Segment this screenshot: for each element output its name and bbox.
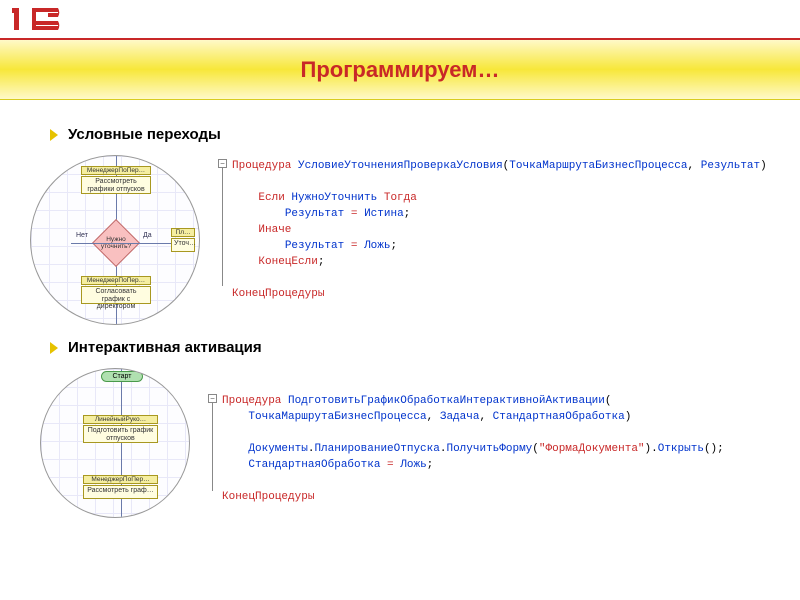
code-block-conditional: − Процедура УсловиеУточненияПроверкаУсло… <box>220 155 767 302</box>
fold-icon[interactable]: − <box>208 394 217 403</box>
title-band: Программируем… <box>0 40 800 100</box>
code-text: Процедура УсловиеУточненияПроверкаУслови… <box>232 159 767 302</box>
section-head-conditional: Условные переходы <box>50 126 750 143</box>
1c-logo-icon <box>12 4 68 34</box>
content: Условные переходы МенеджерПоПер… Рассмот… <box>0 100 800 518</box>
code-text: Процедура ПодготовитьГрафикОбработкаИнте… <box>222 394 750 506</box>
section-title-interactive: Интерактивная активация <box>68 339 262 356</box>
section-body-conditional: МенеджерПоПер… Рассмотреть графики отпус… <box>30 155 750 325</box>
node-header: Пл… <box>171 228 195 237</box>
bullet-icon <box>50 342 58 354</box>
node-header: ЛинейныйРуко… <box>83 415 158 424</box>
fold-icon[interactable]: − <box>218 159 227 168</box>
slide-title: Программируем… <box>301 57 500 83</box>
node-box: Уточ… <box>171 238 195 252</box>
node-box: Рассмотреть графики отпусков <box>81 176 151 194</box>
node-box: Рассмотреть граф… <box>83 485 158 499</box>
node-box: Согласовать график с директором <box>81 286 151 304</box>
logo-bar <box>0 0 800 40</box>
bullet-icon <box>50 129 58 141</box>
start-node: Старт <box>101 371 143 382</box>
flowchart-interactive: Старт ЛинейныйРуко… Подготовить график о… <box>40 368 190 518</box>
label-no: Нет <box>76 232 88 239</box>
node-header: МенеджерПоПер… <box>81 166 151 175</box>
section-head-interactive: Интерактивная активация <box>50 339 750 356</box>
flowchart-conditional: МенеджерПоПер… Рассмотреть графики отпус… <box>30 155 200 325</box>
node-box: Подготовить график отпусков <box>83 425 158 443</box>
section-body-interactive: Старт ЛинейныйРуко… Подготовить график о… <box>30 368 750 518</box>
node-header: МенеджерПоПер… <box>83 475 158 484</box>
node-header: МенеджерПоПер… <box>81 276 151 285</box>
code-block-interactive: − Процедура ПодготовитьГрафикОбработкаИн… <box>210 368 750 506</box>
section-title-conditional: Условные переходы <box>68 126 221 143</box>
label-yes: Да <box>143 232 152 239</box>
